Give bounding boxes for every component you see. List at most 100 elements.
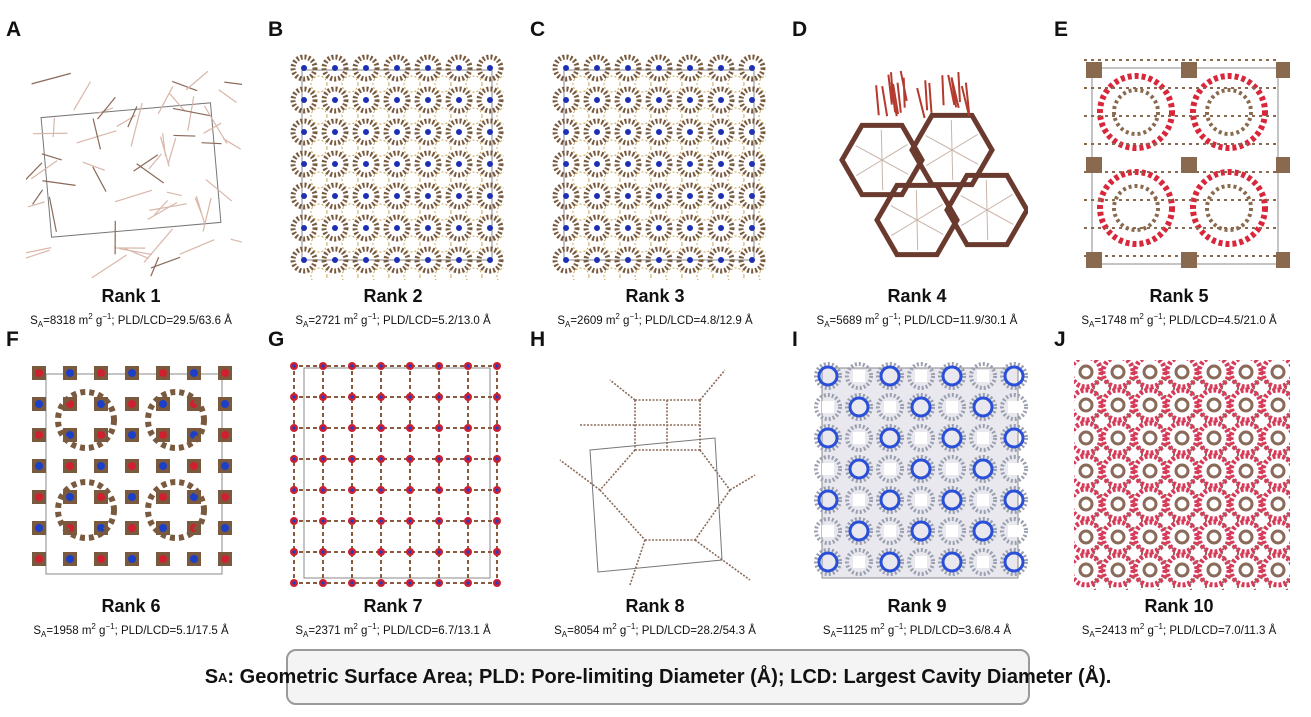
pld-lcd: ; PLD/LCD=29.5/63.6 Å	[111, 314, 232, 327]
g-unit: g	[884, 624, 895, 637]
panel-letter: J	[1054, 328, 1066, 351]
sa-value: =1958 m	[46, 624, 92, 637]
g-unit: g	[619, 314, 630, 327]
sa-value: =1748 m	[1094, 314, 1140, 327]
g-exp: −1	[1153, 312, 1163, 321]
pld-lcd: ; PLD/LCD=4.5/21.0 Å	[1162, 314, 1277, 327]
stats-line: SA=2371 m2 g−1; PLD/LCD=6.7/13.1 Å	[262, 622, 524, 639]
panel-c: C Rank 3 SA=2609 m2 g−1; PLD/LCD=4.8/12.9 …	[524, 12, 786, 332]
structure-image-h	[559, 369, 756, 586]
rank-label: Rank 4	[887, 286, 947, 306]
pld-lcd: ; PLD/LCD=11.9/30.1 Å	[897, 314, 1018, 327]
panel-d: D Rank 4 SA=5689 m2 g−1; PLD/LCD=11.9/30.1…	[786, 12, 1048, 332]
structure-image-d	[839, 70, 1028, 258]
legend-text: : Geometric Surface Area; PLD: Pore-limi…	[227, 665, 1112, 688]
panel-h: H Rank 8 SA=8054 m2 g−1; PLD/LCD=28.2/54.3…	[524, 322, 786, 642]
rank-label: Rank 8	[625, 596, 685, 616]
rank-label: Rank 5	[1149, 286, 1209, 306]
g-unit: g	[92, 314, 103, 327]
sa-sub: A	[830, 630, 836, 640]
m-exp: 2	[353, 312, 358, 321]
m-exp: 2	[91, 622, 96, 631]
panel-a: A Rank 1 SA=8318 m2 g−1; PLD/LCD=29.5/63.6…	[0, 12, 262, 332]
panel-letter: B	[268, 18, 284, 41]
g-exp: −1	[105, 622, 115, 631]
sa-sub: A	[37, 320, 44, 330]
pld-lcd: ; PLD/LCD=4.8/12.9 Å	[638, 314, 753, 327]
m-exp: 2	[1139, 312, 1144, 321]
g-exp: −1	[629, 312, 639, 321]
structure-image-j	[1074, 360, 1290, 590]
stats-line: SA=2609 m2 g−1; PLD/LCD=4.8/12.9 Å	[524, 312, 786, 329]
pld-lcd: ; PLD/LCD=5.2/13.0 Å	[376, 314, 491, 327]
m-exp: 2	[615, 312, 620, 321]
g-unit: g	[616, 624, 627, 637]
rank-label: Rank 9	[887, 596, 947, 616]
sa-value: =2371 m	[308, 624, 354, 637]
rank-label: Rank 7	[363, 596, 423, 616]
g-exp: −1	[102, 312, 112, 321]
panel-b: B Rank 2 SA=2721 m2 g−1; PLD/LCD=5.2/13.0 …	[262, 12, 524, 332]
panel-letter: H	[530, 328, 546, 351]
stats-line: SA=5689 m2 g−1; PLD/LCD=11.9/30.1 Å	[786, 312, 1048, 329]
rank-label: Rank 1	[101, 286, 161, 306]
g-exp: −1	[367, 312, 377, 321]
sa-symbol: S	[295, 314, 303, 327]
panel-letter: C	[530, 18, 546, 41]
sa-symbol: S	[1081, 314, 1089, 327]
sa-value: =2609 m	[570, 314, 616, 327]
g-exp: −1	[888, 312, 898, 321]
structure-image-a	[26, 70, 242, 279]
sa-value: =5689 m	[829, 314, 875, 327]
panel-letter: F	[6, 328, 19, 351]
sa-value: =8054 m	[567, 624, 613, 637]
panel-j: J Rank 10 SA=2413 m2 g−1; PLD/LCD=7.0/11.3…	[1048, 322, 1310, 642]
stats-line: SA=8054 m2 g−1; PLD/LCD=28.2/54.3 Å	[524, 622, 786, 639]
rank-label: Rank 2	[363, 286, 423, 306]
m-exp: 2	[353, 622, 358, 631]
structure-image-b	[290, 54, 504, 280]
g-exp: −1	[626, 622, 636, 631]
sa-sub: A	[564, 320, 571, 330]
sa-symbol: S	[1081, 624, 1090, 637]
structure-image-i	[814, 362, 1028, 579]
rank-label: Rank 10	[1144, 596, 1214, 616]
structure-image-e	[1084, 59, 1290, 268]
structure-image-f	[32, 366, 232, 575]
g-exp: −1	[1153, 622, 1163, 631]
pld-lcd: ; PLD/LCD=7.0/11.3 Å	[1163, 624, 1277, 637]
sa-symbol: S	[30, 314, 38, 327]
stats-line: SA=8318 m2 g−1; PLD/LCD=29.5/63.6 Å	[0, 312, 262, 329]
sa-value: =2413 m	[1094, 624, 1140, 637]
panel-letter: G	[268, 328, 285, 351]
panel-letter: A	[6, 18, 22, 41]
panel-f: F Rank 6 SA=1958 m2 g−1; PLD/LCD=5.1/17.5 …	[0, 322, 262, 642]
g-unit: g	[1144, 624, 1154, 637]
sa-sub: A	[824, 320, 830, 330]
sa-sub: A	[1089, 630, 1095, 640]
stats-line: SA=2413 m2 g−1; PLD/LCD=7.0/11.3 Å	[1048, 622, 1310, 639]
sa-symbol: S	[816, 314, 825, 327]
sa-sub: A	[1088, 320, 1095, 330]
m-exp: 2	[1139, 622, 1145, 631]
sa-sub: A	[561, 630, 568, 640]
g-unit: g	[357, 624, 368, 637]
panel-letter: E	[1054, 18, 1069, 41]
sa-value: =8318 m	[43, 314, 89, 327]
g-unit: g	[879, 314, 889, 327]
m-exp: 2	[880, 622, 885, 631]
legend-s: S	[204, 665, 219, 688]
sa-value: =1125 m	[835, 624, 881, 637]
structure-image-c	[552, 54, 766, 280]
sa-symbol: S	[295, 624, 303, 637]
panel-letter: D	[792, 18, 808, 41]
stats-line: SA=2721 m2 g−1; PLD/LCD=5.2/13.0 Å	[262, 312, 524, 329]
sa-symbol: S	[554, 624, 562, 637]
sa-sub: A	[302, 630, 309, 640]
sa-symbol: S	[33, 624, 41, 637]
g-exp: −1	[367, 622, 377, 631]
g-exp: −1	[894, 622, 904, 631]
g-unit: g	[95, 624, 106, 637]
panel-letter: I	[792, 328, 798, 351]
rank-label: Rank 6	[101, 596, 161, 616]
